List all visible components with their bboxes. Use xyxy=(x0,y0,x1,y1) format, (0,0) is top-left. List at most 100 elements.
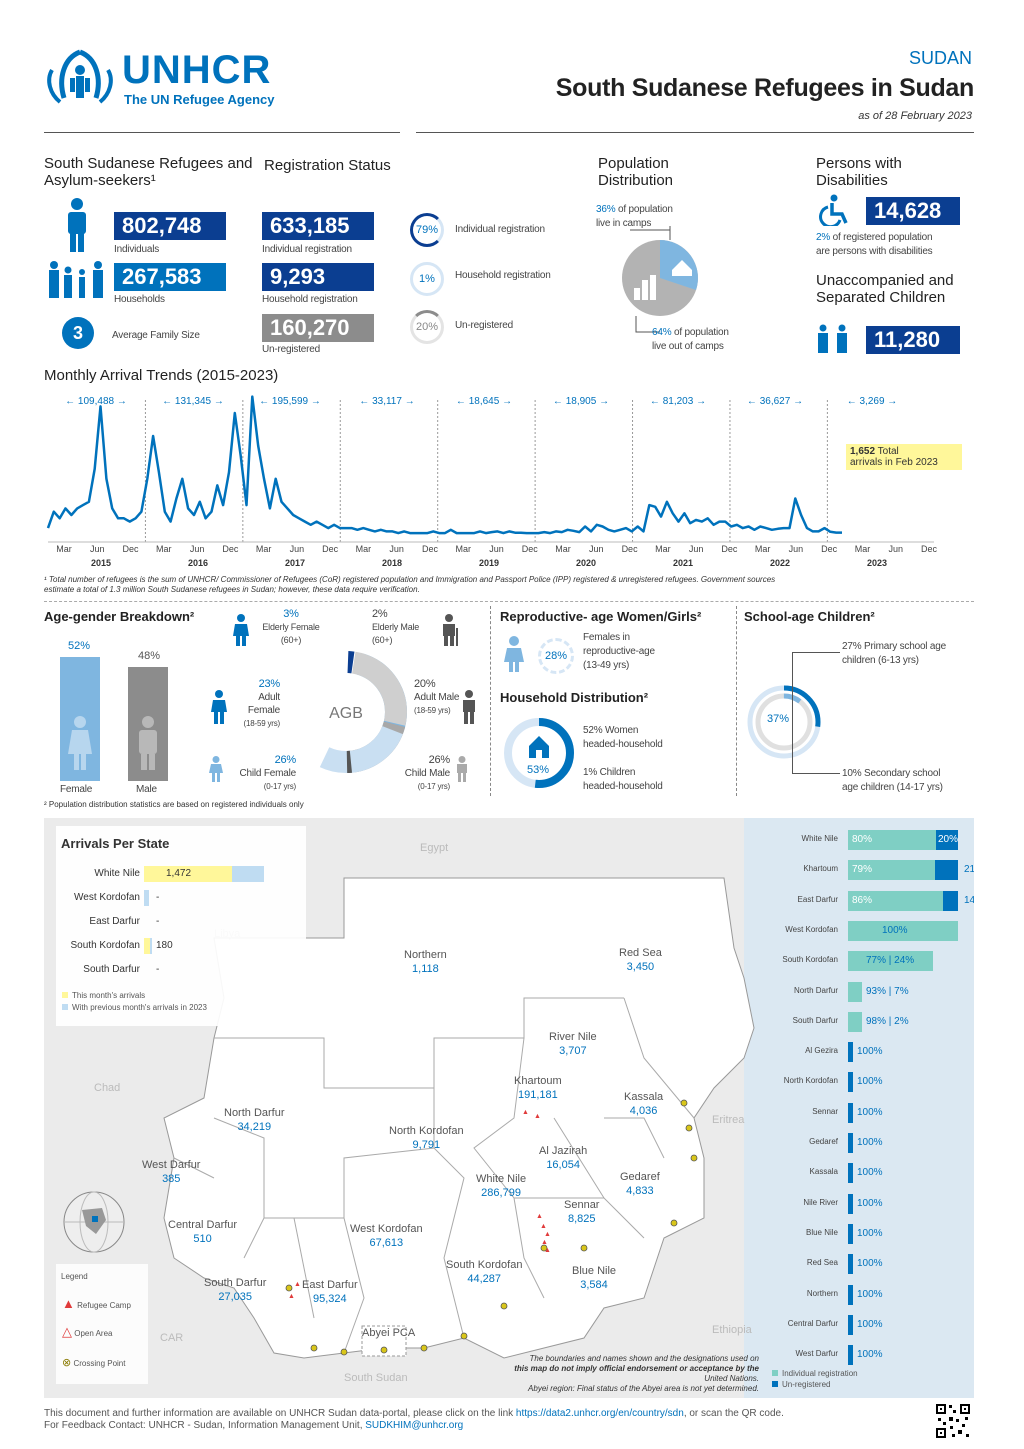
data-portal-link[interactable]: https://data2.unhcr.org/en/country/sdn xyxy=(515,1408,684,1419)
month-tick-label: Dec xyxy=(622,544,639,554)
qr-code-icon[interactable] xyxy=(934,1402,972,1440)
school-donut xyxy=(747,685,821,759)
school-primary-a: 27% Primary school age xyxy=(842,641,946,652)
child-male-pct: 26% xyxy=(428,754,451,766)
month-tick-label: Mar xyxy=(555,544,571,554)
map-state-label: South Kordofan 44,287 xyxy=(446,1259,523,1285)
arrivals-prev-bar xyxy=(144,890,149,906)
reg-state-row: Central Darfur 100% xyxy=(760,1313,960,1335)
agb-donut: AGB xyxy=(285,651,407,773)
reg-state-name: White Nile xyxy=(801,834,838,843)
report-date: as of 28 February 2023 xyxy=(858,110,972,122)
month-tick-label: Mar xyxy=(56,544,72,554)
camp-markers: ▲▲▲▲▲▲▲▲▲ xyxy=(288,1109,551,1300)
arrivals-state-row: East Darfur - xyxy=(56,912,306,932)
individual-reg-ring: 79% xyxy=(410,213,444,247)
year-label: 2019 xyxy=(479,558,499,568)
arrivals-month-bar xyxy=(144,866,232,882)
outside-label-a: of population xyxy=(674,327,729,338)
reg-individual-bar xyxy=(848,1011,862,1032)
registration-by-state: White Nile 20% 80% Khartoum 79% 21% East Darfu… xyxy=(760,828,974,1398)
reproductive-pct: 28% xyxy=(544,650,568,662)
callout-value: 1,652 xyxy=(850,446,876,457)
reg-unregistered-bar xyxy=(942,890,958,911)
reg-state-row: Gedaref 100% xyxy=(760,1131,960,1153)
reg-state-name: Gedaref xyxy=(809,1137,838,1146)
household-women: 52% Women headed-household xyxy=(583,724,663,752)
school-secondary-a: 10% Secondary school xyxy=(842,768,941,779)
year-label: 2016 xyxy=(188,558,208,568)
sudan-map: ▲▲▲▲▲▲▲▲▲ xyxy=(163,818,974,1398)
child-male: 26% Child Male (0-17 yrs) xyxy=(390,754,450,793)
reg-individual-bar xyxy=(848,1284,853,1305)
map-state-label: Khartoum 191,181 xyxy=(514,1075,562,1101)
elderly-female: 3% Elderly Female (60+) xyxy=(256,608,326,647)
header-divider-notch xyxy=(400,132,416,140)
crossing-point-icon: ⊗ xyxy=(62,1357,72,1369)
reg-state-row: West Kordofan 100% xyxy=(760,919,960,941)
disabilities-pct: 2% xyxy=(816,232,831,243)
month-tick-label: Jun xyxy=(689,544,704,554)
reg-state-name: Al Gezira xyxy=(805,1046,838,1056)
adult-male-label: Adult Male xyxy=(414,692,460,703)
individual-reg-ring-label: Individual registration xyxy=(455,224,545,235)
map-state-label: East Darfur 95,324 xyxy=(302,1279,358,1305)
woman-icon xyxy=(504,636,524,672)
elderly-male-label: Elderly Male (60+) xyxy=(372,622,420,645)
adult-male-pct: 20% xyxy=(414,678,436,690)
reg-individual-bar xyxy=(848,1072,853,1093)
month-tick-label: Mar xyxy=(655,544,671,554)
school-primary-b: children (6-13 yrs) xyxy=(842,655,919,666)
reg-state-row: Kassala 100% xyxy=(760,1161,960,1184)
camps-label-b: live in camps xyxy=(596,218,652,229)
reg-state-row: Red Sea 100% xyxy=(760,1252,960,1275)
disclaimer-b: this map do not imply official endorseme… xyxy=(514,1364,759,1373)
feedback-email-link[interactable]: SUDKHIM@unhcr.org xyxy=(365,1420,464,1431)
svg-text:▲: ▲ xyxy=(544,1231,551,1238)
arrivals-state-value: 180 xyxy=(156,940,173,951)
month-tick-label: Mar xyxy=(156,544,172,554)
household-reg-ring-label: Household registration xyxy=(455,270,551,281)
year-label: 2017 xyxy=(285,558,305,568)
yearly-total: ← 33,117 → xyxy=(359,396,415,407)
footer-line1: This document and further information ar… xyxy=(44,1408,784,1419)
reg-state-value: 100% xyxy=(857,1046,883,1058)
individuals-label: Individuals xyxy=(114,244,160,255)
map-state-label: Kassala 4,036 xyxy=(624,1091,664,1117)
reg-state-name: Blue Nile xyxy=(805,1227,838,1237)
reg-state-row: South Kordofan 77% | 24% xyxy=(760,949,960,972)
month-tick-label: Dec xyxy=(123,544,140,554)
reg-unreg-value: 14% xyxy=(964,894,974,906)
household-donut xyxy=(504,718,574,788)
unregistered-ring: 20% xyxy=(410,310,444,344)
legend-crossing: ⊗ Crossing Point xyxy=(62,1357,126,1369)
org-name: UNHCR xyxy=(122,48,272,92)
arrivals-state-heading: Arrivals Per State xyxy=(61,836,170,851)
outside-pct: 64% xyxy=(652,327,672,338)
header-divider xyxy=(44,132,974,133)
disabilities-note-b: are persons with disabilities xyxy=(816,246,933,257)
population-heading: Population Distribution xyxy=(598,155,674,189)
arrivals-state-panel: Arrivals Per State White Nile 1,472 West K… xyxy=(56,826,306,1026)
month-tick-label: Jun xyxy=(90,544,105,554)
reproductive-label: Females in reproductive-age (13-49 yrs) xyxy=(583,631,655,673)
agb-footnote: ² Population distribution statistics are… xyxy=(44,800,304,809)
reproductive-label-c: (13-49 yrs) xyxy=(583,660,630,671)
reproductive-label-a: Females in xyxy=(583,632,630,643)
reg-state-value: 100% xyxy=(857,1318,883,1330)
reg-individual-bar xyxy=(848,920,958,941)
female-label: Female xyxy=(60,784,93,795)
child-female-pct: 26% xyxy=(274,754,297,766)
unregistered-value: 160,270 xyxy=(262,314,374,342)
reg-state-value: 100% xyxy=(882,924,908,936)
wheelchair-icon xyxy=(819,194,848,226)
reg-state-name: North Darfur xyxy=(793,985,838,995)
globe-icon xyxy=(63,1191,125,1253)
reg-state-value: 93% | 7% xyxy=(866,985,909,997)
adult-female-pct: 23% xyxy=(258,678,281,690)
unregistered-label: Un-registered xyxy=(262,344,320,355)
map-state-label: Northern 1,118 xyxy=(404,949,447,975)
map-disclaimer: The boundaries and names shown and the d… xyxy=(444,1354,759,1394)
year-label: 2015 xyxy=(91,558,111,568)
child-female-icon xyxy=(209,756,223,782)
